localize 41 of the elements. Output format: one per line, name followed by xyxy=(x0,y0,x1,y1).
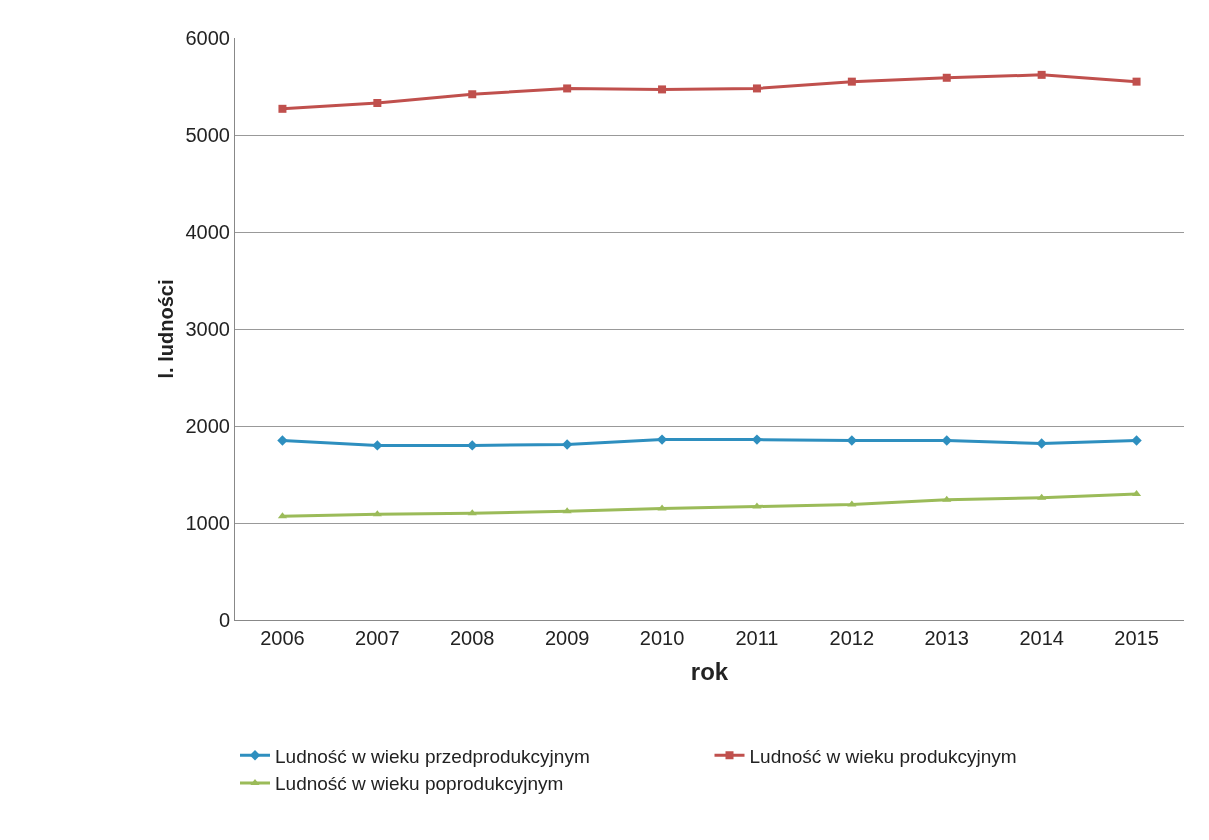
x-tick-label: 2009 xyxy=(544,627,590,649)
point xyxy=(372,510,382,517)
point xyxy=(563,84,572,93)
legend-label: Ludność w wieku poprodukcyjnym xyxy=(275,773,564,795)
point xyxy=(1037,493,1047,500)
point xyxy=(277,435,288,446)
point xyxy=(1132,77,1141,86)
y-tick-label: 1000 xyxy=(185,512,230,534)
y-tick-label: 6000 xyxy=(185,27,230,49)
point xyxy=(658,85,667,94)
x-axis-title: rok xyxy=(690,658,729,686)
y-tick-label: 5000 xyxy=(185,124,230,146)
x-tick-label: 2010 xyxy=(639,627,685,649)
point xyxy=(373,98,382,107)
point xyxy=(847,77,856,86)
x-tick-label: 2006 xyxy=(260,627,305,649)
x-tick-label: 2013 xyxy=(924,627,969,649)
point xyxy=(1037,70,1046,79)
y-tick-label: 0 xyxy=(218,609,230,631)
y-tick-label: 3000 xyxy=(185,318,230,340)
point xyxy=(1036,438,1047,449)
x-tick-label: 2008 xyxy=(450,627,495,649)
point xyxy=(752,84,761,93)
point xyxy=(561,439,573,450)
point xyxy=(1131,435,1142,446)
point xyxy=(752,502,762,509)
x-tick-label: 2014 xyxy=(1019,627,1064,649)
point xyxy=(942,495,952,502)
point xyxy=(468,90,477,99)
y-tick-label: 2000 xyxy=(185,415,230,437)
y-tick-label: 4000 xyxy=(185,221,230,243)
point xyxy=(278,104,287,113)
y-axis-title: l. ludności xyxy=(155,279,177,379)
x-tick-label: 2011 xyxy=(735,627,779,649)
legend-label: Ludność w wieku przedprodukcyjnym xyxy=(275,745,590,767)
x-tick-label: 2012 xyxy=(829,627,875,649)
point xyxy=(847,500,857,507)
x-tick-label: 2007 xyxy=(355,627,400,649)
x-tick-label: 2015 xyxy=(1114,627,1159,649)
legend-label: Ludność w wieku produkcyjnym xyxy=(749,745,1017,767)
point xyxy=(942,73,951,82)
